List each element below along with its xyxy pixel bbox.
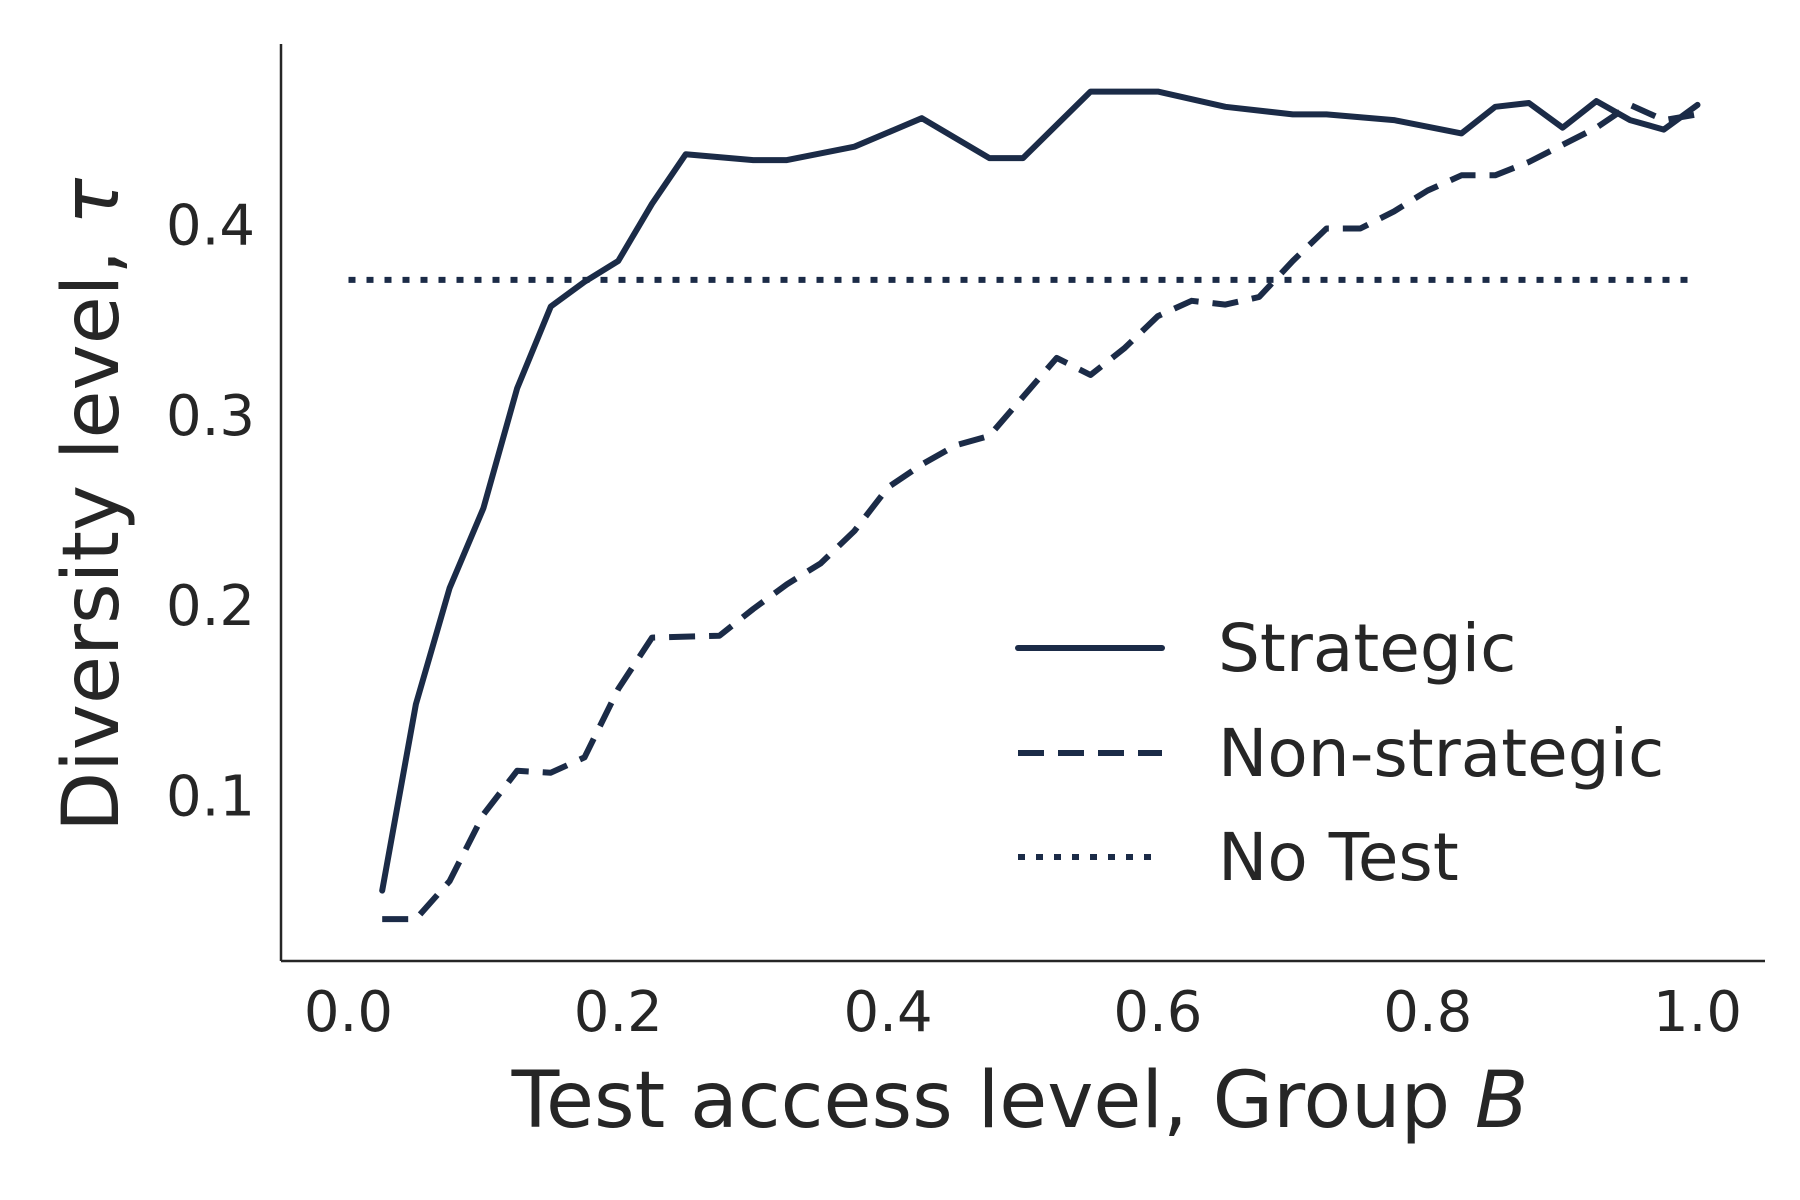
x-tick-label: 0.6 (1113, 980, 1202, 1045)
legend-label: No Test (1218, 819, 1459, 896)
legend-label: Strategic (1218, 610, 1516, 687)
x-tick-label: 0.2 (574, 980, 663, 1045)
y-tick-label: 0.1 (166, 764, 255, 829)
x-tick-label: 0.4 (844, 980, 933, 1045)
y-tick-label: 0.4 (166, 194, 255, 259)
x-axis-ticks: 0.0 0.2 0.4 0.6 0.8 1.0 (304, 980, 1742, 1045)
series-line-non-strategic (382, 101, 1699, 923)
y-axis-ticks: 0.1 0.2 0.3 0.4 (166, 194, 255, 830)
legend: Strategic Non-strategic No Test (1015, 610, 1664, 896)
x-tick-label: 0.8 (1383, 980, 1472, 1045)
x-tick-label: 0.0 (304, 980, 393, 1045)
y-axis-label: Diversity level, τ (47, 177, 137, 832)
x-axis-label: Test access level, Group B (511, 1056, 1529, 1146)
series-line-strategic (379, 88, 1701, 894)
y-tick-label: 0.3 (166, 384, 255, 449)
plot-area (279, 44, 1765, 963)
x-tick-label: 1.0 (1653, 980, 1742, 1045)
legend-label: Non-strategic (1218, 715, 1664, 792)
y-tick-label: 0.2 (166, 574, 255, 639)
